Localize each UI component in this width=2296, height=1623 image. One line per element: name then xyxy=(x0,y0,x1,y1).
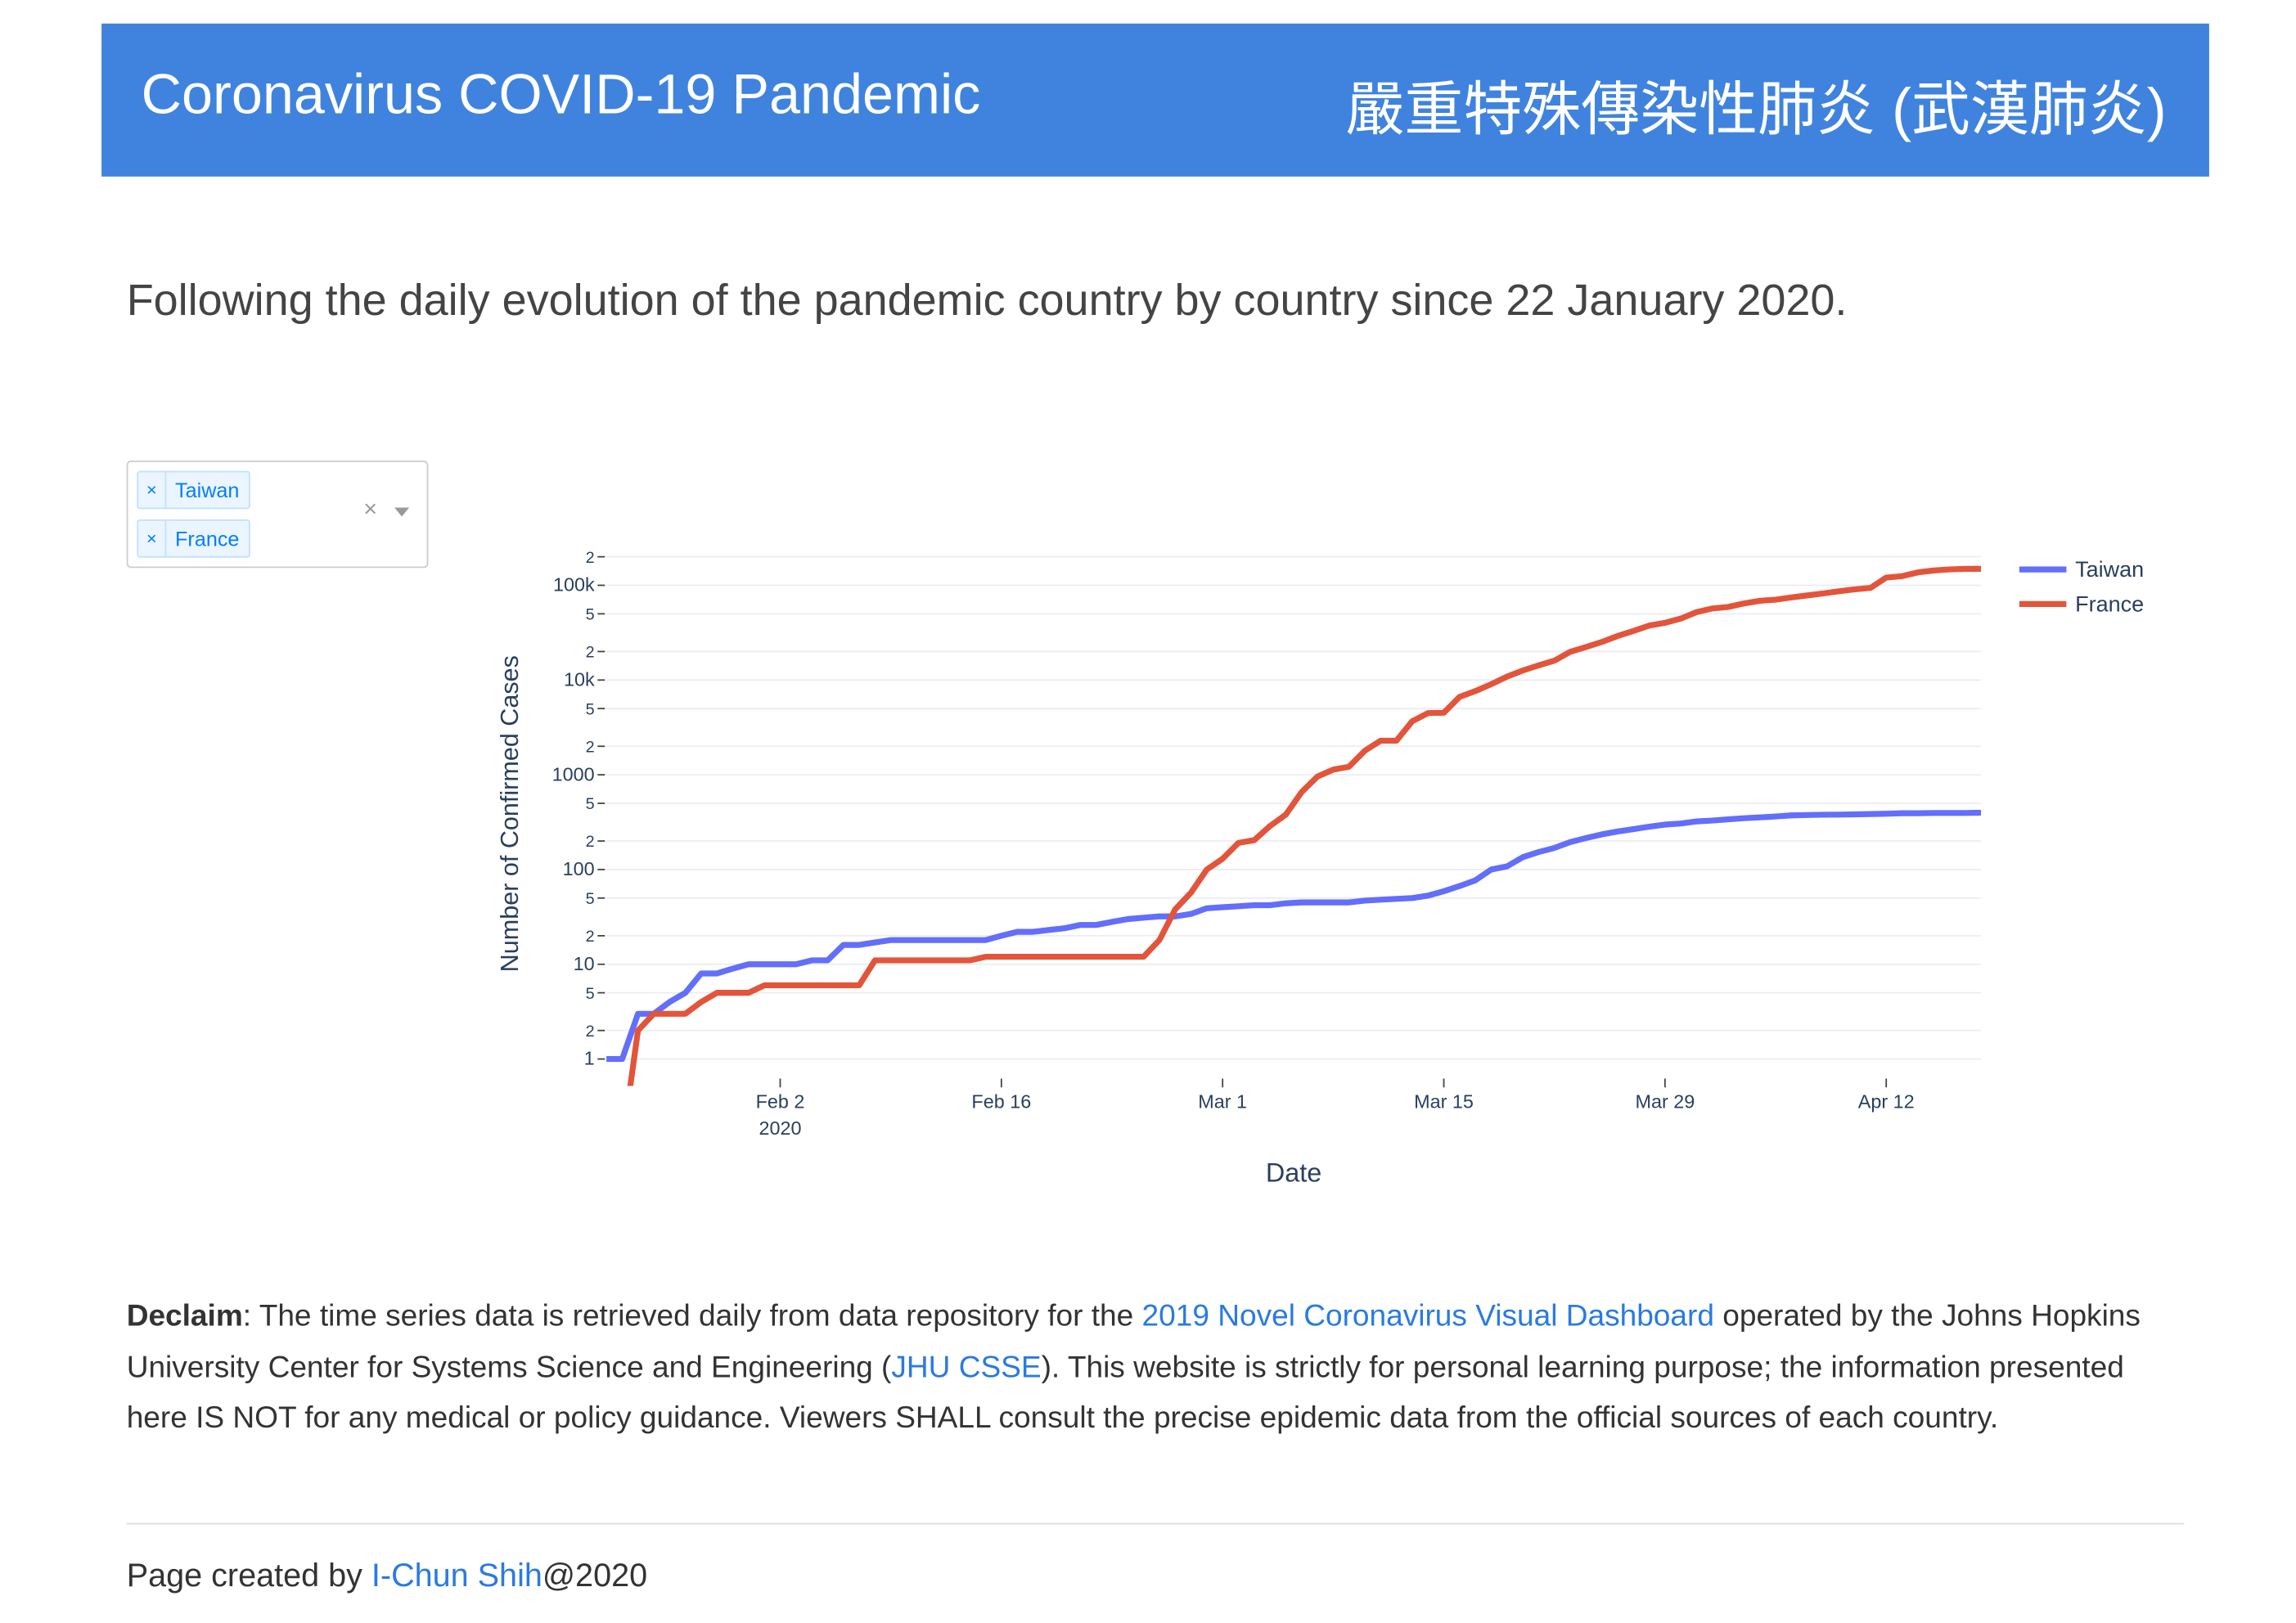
selected-tag: × Taiwan xyxy=(137,470,250,510)
intro-text: Following the daily evolution of the pan… xyxy=(126,276,1848,326)
y-tick-label: 2 xyxy=(586,1023,595,1041)
footer-text: Page created by xyxy=(126,1557,371,1594)
x-tick-label: Feb 2 xyxy=(756,1090,805,1112)
site-title[interactable]: Coronavirus COVID-19 Pandemic xyxy=(141,65,981,127)
site-title-zh: 嚴重特殊傳染性肺炎 (武漢肺炎) xyxy=(1345,78,2167,143)
y-axis-title: Number of Confirmed Cases xyxy=(496,655,524,972)
legend-item[interactable]: Taiwan xyxy=(2019,557,2144,582)
disclaimer-label: Declaim xyxy=(126,1299,243,1333)
tag-label: Taiwan xyxy=(175,478,240,502)
x-tick-label: Mar 29 xyxy=(1635,1090,1695,1112)
y-tick-label: 2 xyxy=(586,833,595,851)
footer-text: @2020 xyxy=(542,1557,648,1594)
y-tick-label: 1000 xyxy=(552,763,595,785)
disclaimer-text: : The time series data is retrieved dail… xyxy=(242,1299,1142,1333)
remove-tag[interactable]: × xyxy=(138,472,167,508)
y-tick-label: 5 xyxy=(586,890,595,908)
remove-tag[interactable]: × xyxy=(138,520,167,556)
clear-button[interactable]: × xyxy=(363,497,378,523)
y-tick-label: 5 xyxy=(586,606,595,624)
series-line xyxy=(627,565,1982,1086)
y-tick-label: 2 xyxy=(586,738,595,756)
selected-tag: × France xyxy=(137,519,250,558)
dropdown-arrow[interactable] xyxy=(394,507,410,517)
x-year-label: 2020 xyxy=(759,1117,801,1139)
x-tick-label: Apr 12 xyxy=(1858,1090,1915,1112)
footer: Page created by I-Chun Shih@2020 xyxy=(127,1557,647,1595)
x-tick-label: Feb 16 xyxy=(971,1090,1031,1112)
disclaimer-text: ). This website is strictly for personal… xyxy=(126,1350,2124,1436)
country-select[interactable]: × Taiwan × France × xyxy=(126,460,429,569)
legend-item[interactable]: France xyxy=(2019,591,2144,616)
y-tick-label: 5 xyxy=(586,795,595,813)
y-tick-label: 10 xyxy=(574,953,595,974)
x-axis-title: Date xyxy=(1266,1158,1321,1187)
y-tick-label: 2 xyxy=(586,928,595,946)
dashboard-link[interactable]: 2019 Novel Coronavirus Visual Dashboard xyxy=(1141,1299,1714,1333)
y-tick-label: 2 xyxy=(586,644,595,662)
x-tick-label: Mar 1 xyxy=(1198,1090,1247,1112)
jhu-link[interactable]: JHU CSSE xyxy=(891,1350,1042,1385)
y-tick-label: 100k xyxy=(553,574,595,596)
disclaimer-text: operated by the Johns Hopkins University… xyxy=(126,1299,2141,1385)
x-tick-label: Mar 15 xyxy=(1414,1090,1474,1112)
divider xyxy=(126,1522,2185,1525)
y-tick-label: 5 xyxy=(586,985,595,1003)
y-tick-label: 10k xyxy=(564,668,595,690)
disclaimer: Declaim: The time series data is retriev… xyxy=(127,1292,2187,1445)
legend-label: Taiwan xyxy=(2075,557,2144,582)
header-bar: Coronavirus COVID-19 Pandemic 嚴重特殊傳染性肺炎 … xyxy=(101,23,2209,177)
y-tick-label: 100 xyxy=(563,858,595,879)
author-link[interactable]: I-Chun Shih xyxy=(371,1557,542,1594)
y-tick-label: 2 xyxy=(586,549,595,567)
y-tick-label: 5 xyxy=(586,700,595,718)
y-tick-label: 1 xyxy=(584,1048,595,1069)
series-line xyxy=(606,809,1982,1063)
tag-label: France xyxy=(175,526,240,551)
legend-label: France xyxy=(2075,591,2144,616)
chart: 1 2 5 10 2 5 100 2 5 1000 2 5 10k 2 5 100k 2 Feb 2 2020 Feb… xyxy=(496,549,2144,1188)
